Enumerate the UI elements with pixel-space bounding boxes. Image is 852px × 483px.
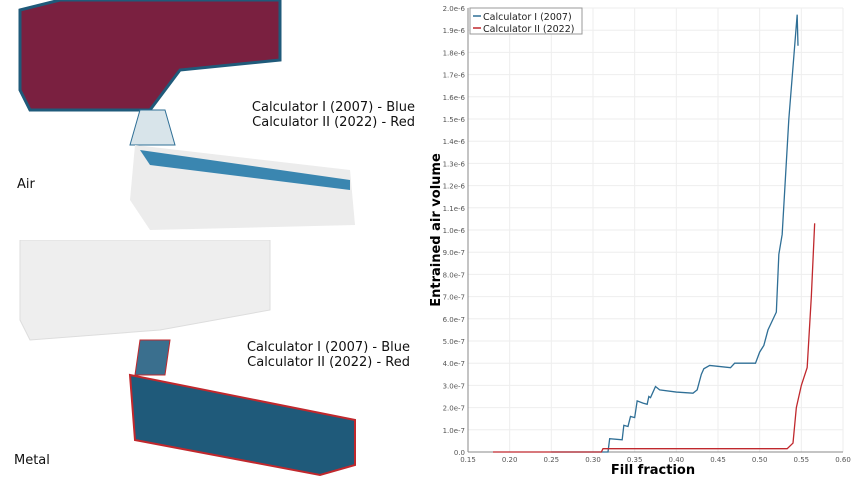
metal-panel: Metal Calculator I (2007) - Blue Calcula…: [0, 239, 425, 480]
y-tick-label: 9.0e-7: [443, 249, 465, 257]
series-line-1: [551, 14, 799, 453]
caption-line: Calculator I (2007) - Blue: [246, 340, 410, 355]
y-tick-label: 2.0e-6: [443, 5, 466, 13]
x-tick-label: 0.35: [627, 456, 643, 464]
line-chart: 0.15 0.20 0.25 0.30 0.35 0.40 0.45 0.50 0.55 0.60…: [429, 5, 851, 478]
x-tick-label: 0.20: [502, 456, 518, 464]
y-tick-label: 1.0e-6: [443, 227, 466, 235]
y-tick-label: 6.0e-7: [443, 316, 465, 324]
y-tick-label: 1.0e-7: [443, 427, 465, 435]
x-tick-label: 0.50: [752, 456, 768, 464]
caption: Calculator I (2007) - Blue Calculator II…: [247, 340, 410, 370]
x-tick-label: 0.15: [460, 456, 476, 464]
y-tick-label: 1.3e-6: [443, 160, 466, 168]
y-tick-label: 3.0e-7: [443, 382, 465, 390]
y-axis-label: Entrained air volume: [429, 153, 444, 307]
series-line-2: [493, 223, 816, 453]
caption-line: Calculator II (2022) - Red: [247, 355, 410, 370]
air-panel: Air Calculator I (2007) - Blue Calculato…: [0, 0, 425, 240]
panel-name: Air: [17, 177, 35, 192]
y-tick-label: 0.0: [454, 449, 465, 457]
x-tick-label: 0.40: [669, 456, 685, 464]
x-tick-label: 0.25: [544, 456, 560, 464]
legend-entry: Calculator II (2022): [483, 24, 574, 35]
legend-entry: Calculator I (2007): [483, 12, 572, 23]
y-tick-label: 1.6e-6: [443, 94, 466, 102]
y-tick-label: 1.5e-6: [443, 116, 466, 124]
x-axis-label: Fill fraction: [611, 463, 695, 478]
metal-render: [19, 239, 356, 477]
caption: Calculator I (2007) - Blue Calculator II…: [252, 100, 415, 130]
legend-box: [469, 7, 583, 35]
x-tick-label: 0.60: [835, 456, 851, 464]
y-tick-label: 1.7e-6: [443, 72, 466, 80]
x-tick-label: 0.30: [585, 456, 601, 464]
y-tick-label: 5.0e-7: [443, 338, 465, 346]
x-tick-label: 0.45: [710, 456, 726, 464]
y-tick-label: 8.0e-7: [443, 271, 465, 279]
y-tick-label: 1.8e-6: [443, 49, 466, 57]
x-tick-label: 0.55: [794, 456, 810, 464]
y-tick-label: 1.4e-6: [443, 138, 466, 146]
y-tick-label: 4.0e-7: [443, 360, 465, 368]
y-tick-label: 2.0e-7: [443, 405, 465, 413]
panel-name: Metal: [14, 453, 50, 468]
caption-line: Calculator I (2007) - Blue: [251, 100, 415, 115]
y-tick-label: 1.9e-6: [443, 27, 466, 35]
legend: Calculator I (2007)Calculator II (2022): [469, 7, 583, 35]
y-tick-label: 1.2e-6: [443, 183, 466, 191]
y-tick-label: 1.1e-6: [443, 205, 466, 213]
caption-line: Calculator II (2022) - Red: [252, 115, 415, 130]
air-render: [18, 0, 355, 230]
y-tick-label: 7.0e-7: [443, 294, 465, 302]
